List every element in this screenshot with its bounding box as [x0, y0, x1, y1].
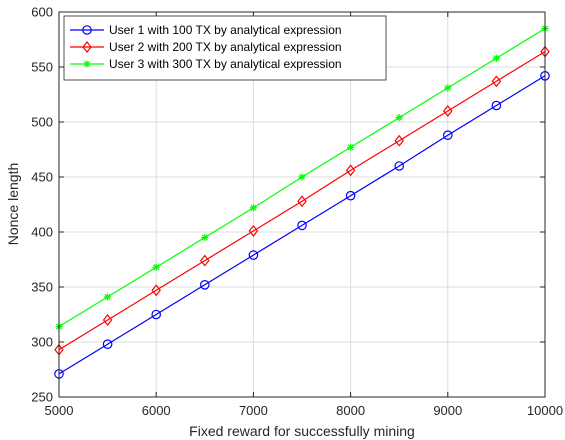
data-point	[491, 75, 502, 88]
data-point	[491, 100, 502, 111]
data-point	[249, 204, 257, 212]
data-point	[297, 195, 307, 208]
plot-frame	[58, 11, 546, 398]
asterisk-stroke	[153, 264, 160, 271]
y-tick-label: 550	[31, 60, 53, 75]
asterisk-stroke	[347, 144, 354, 151]
data-point	[151, 309, 161, 320]
asterisk-stroke	[104, 293, 111, 300]
y-tick-label: 600	[31, 5, 53, 20]
legend-entry: User 2 with 200 TX by analytical express…	[70, 40, 342, 54]
x-tick-label: 5000	[45, 403, 74, 418]
data-point	[102, 339, 113, 349]
asterisk-stroke	[83, 60, 91, 68]
x-axis-label: Fixed reward for successfully mining	[189, 423, 415, 439]
x-tick-label: 6000	[142, 403, 171, 418]
asterisk-stroke	[250, 204, 257, 211]
data-point	[104, 293, 112, 301]
data-point	[151, 284, 161, 297]
data-point	[347, 143, 355, 151]
x-tick-label: 9000	[433, 403, 462, 418]
y-tick-label: 350	[31, 280, 53, 295]
series-1	[54, 71, 550, 379]
data-point	[394, 134, 404, 147]
data-point	[345, 190, 356, 201]
x-tick-label: 8000	[336, 403, 365, 418]
legend-label: User 3 with 300 TX by analytical express…	[109, 57, 342, 71]
data-point	[492, 54, 500, 62]
series-line	[58, 75, 546, 375]
legend-marker	[82, 41, 92, 53]
legend-marker	[82, 25, 92, 35]
legend-entry: User 1 with 100 TX by analytical express…	[70, 23, 342, 37]
data-point	[298, 173, 306, 181]
legend-box	[63, 15, 387, 81]
y-tick-label: 300	[31, 335, 53, 350]
x-tick-label: 7000	[239, 403, 268, 418]
asterisk-stroke	[444, 84, 451, 91]
legend-label: User 1 with 100 TX by analytical express…	[109, 23, 342, 37]
data-point	[442, 130, 453, 140]
data-point	[200, 254, 210, 267]
asterisk-stroke	[493, 55, 500, 62]
series-line	[58, 51, 546, 351]
asterisk-stroke	[396, 114, 403, 121]
y-tick-label: 400	[31, 225, 53, 240]
data-point	[394, 161, 404, 171]
data-point	[444, 84, 452, 92]
series-group	[54, 24, 550, 379]
y-tick-label: 250	[31, 390, 53, 405]
y-axis-label: Nonce length	[5, 163, 21, 246]
data-point	[248, 224, 259, 237]
legend-entry: User 3 with 300 TX by analytical express…	[70, 57, 342, 71]
legend: User 1 with 100 TX by analytical express…	[63, 15, 387, 81]
legend-marker	[83, 60, 91, 68]
y-tick-label: 500	[31, 115, 53, 130]
x-tick-label: 10000	[527, 403, 563, 418]
y-tick-label: 450	[31, 170, 53, 185]
asterisk-stroke	[298, 173, 306, 181]
axis-ticks: 5000 6000 7000 8000 9000 10000 250 300 350 400 450…	[31, 5, 563, 419]
data-point	[201, 233, 209, 242]
data-point	[443, 105, 453, 117]
data-point	[345, 164, 356, 177]
legend-label: User 2 with 200 TX by analytical express…	[109, 40, 342, 54]
asterisk-stroke	[201, 234, 208, 241]
data-point	[152, 263, 160, 271]
data-point	[395, 114, 403, 122]
data-point	[248, 250, 259, 260]
data-point	[102, 314, 113, 326]
data-point	[200, 279, 210, 290]
data-point	[297, 220, 307, 231]
